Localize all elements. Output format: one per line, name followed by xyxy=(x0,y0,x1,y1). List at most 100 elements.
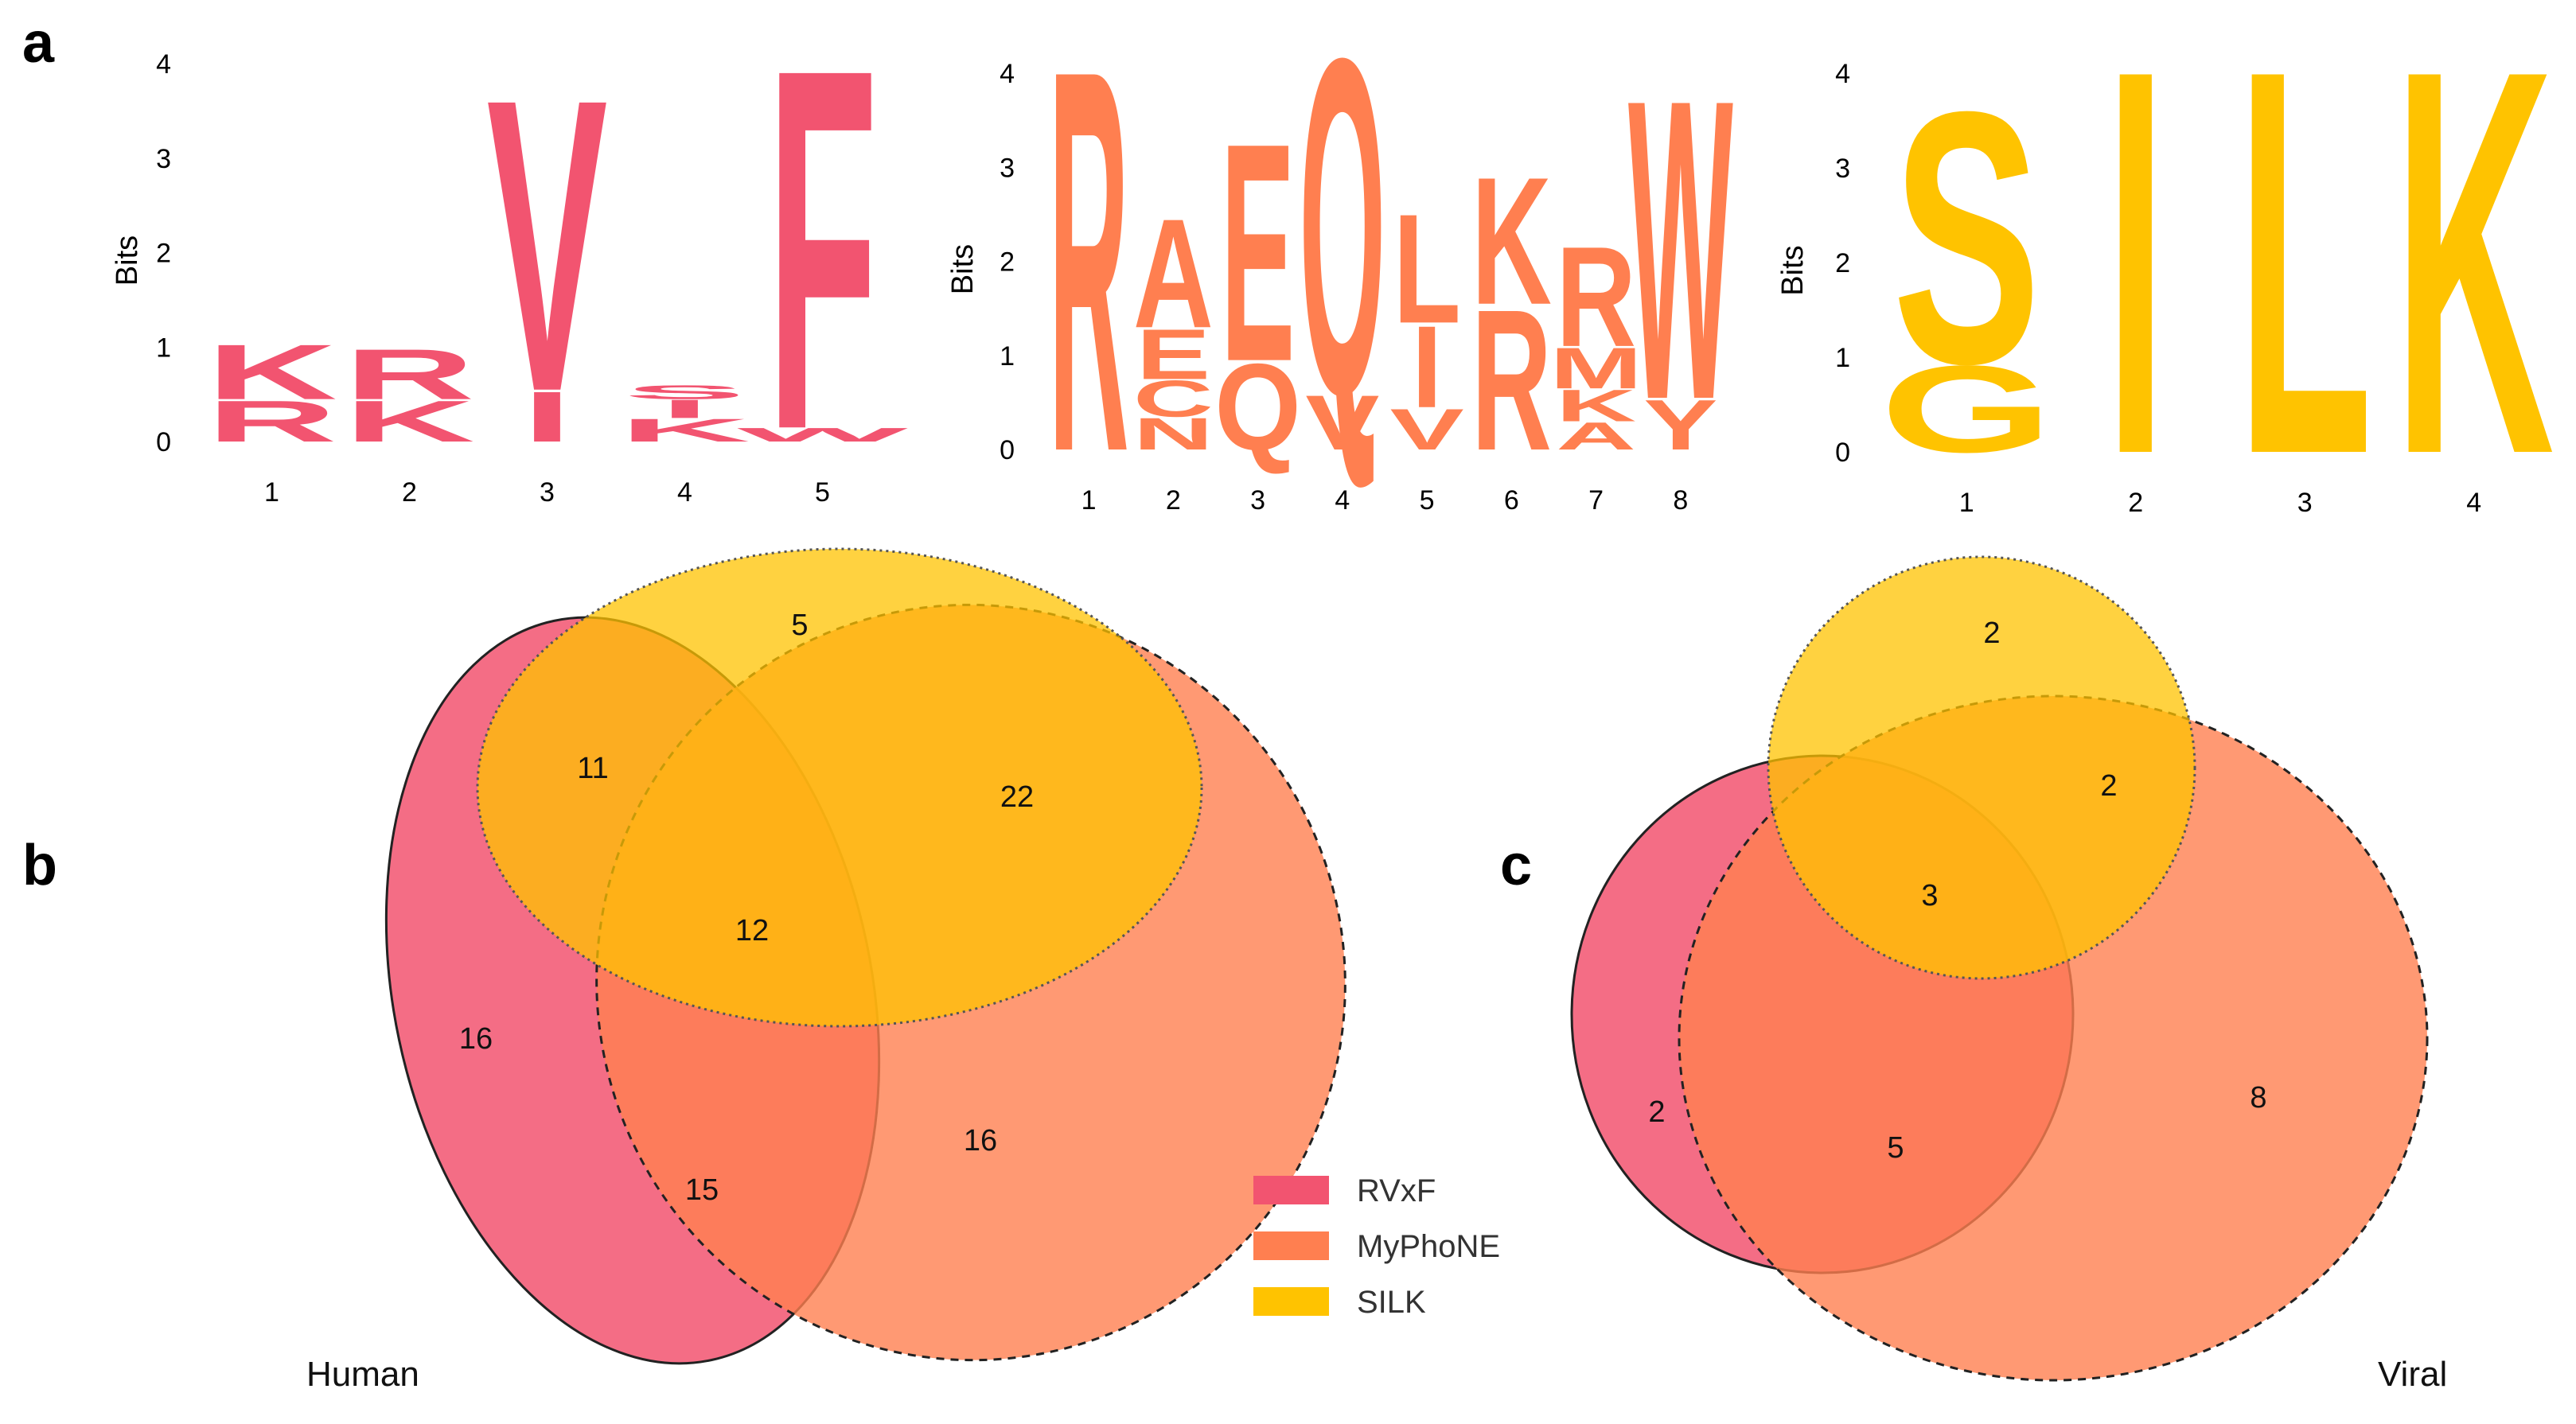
logo-3-xtick-label: 3 xyxy=(2297,488,2313,518)
legend-swatch-silk xyxy=(1253,1287,1329,1316)
logo-2-letter-r: R xyxy=(1471,268,1552,492)
venn-human-rvxf-silk: 11 xyxy=(577,752,608,785)
venn-human-myphone-only: 16 xyxy=(964,1124,997,1157)
venn-viral-myphone-only: 8 xyxy=(2250,1081,2266,1115)
logo-2-xtick-label: 5 xyxy=(1420,485,1435,516)
logo-3-letter-k: K xyxy=(2394,0,2555,569)
logo-2-letter-q: Q xyxy=(1214,338,1301,476)
logo-1-ytick-label: 3 xyxy=(156,144,171,174)
logo-2-letter-a: A xyxy=(1556,414,1636,458)
logo-1-ytick-label: 2 xyxy=(156,239,171,269)
panel-letter-b: b xyxy=(22,834,57,897)
logo-2-letter-m: M xyxy=(1549,336,1642,401)
logo-1-xtick-label: 1 xyxy=(264,477,279,508)
logo-2-letter-e: E xyxy=(1136,314,1210,394)
logo-1-letter-k: K xyxy=(206,329,337,416)
logo-2-letter-r: R xyxy=(1049,0,1129,566)
logo-1-letter-w: W xyxy=(737,424,908,445)
venn-viral-rvxf-only: 2 xyxy=(1648,1095,1665,1129)
logo-3-ytick-label: 1 xyxy=(1835,343,1850,373)
logo-2-xtick-label: 1 xyxy=(1081,485,1097,516)
logo-2-xtick-label: 6 xyxy=(1504,485,1519,516)
logo-1-letter-i: I xyxy=(660,395,710,424)
logo-2-letter-v: V xyxy=(1390,397,1464,462)
venn-human: 5 11 22 12 16 15 16 Human xyxy=(306,547,1346,1394)
logo-2-letter-l: L xyxy=(1393,182,1460,356)
logo-3-ytick-label: 2 xyxy=(1835,248,1850,278)
logo-1-xtick-label: 5 xyxy=(815,477,830,508)
logo-2-xtick-label: 3 xyxy=(1250,485,1265,516)
venn-viral-silk-circle xyxy=(1767,555,2196,980)
logo-1-letter-i: I xyxy=(522,376,572,457)
panel-letter-c: c xyxy=(1500,834,1532,897)
logo-1-ytick-label: 4 xyxy=(156,49,171,80)
logo-3-ytick-label: 0 xyxy=(1835,438,1850,468)
venn-human-rvxf-myphone: 15 xyxy=(685,1173,719,1207)
venn-human-silk-circle xyxy=(476,547,1203,1028)
logo-1-letter-v: V xyxy=(487,12,609,478)
logo-2-letter-r: R xyxy=(1556,217,1636,377)
legend-swatch-myphone xyxy=(1253,1231,1329,1260)
venn-human-rvxf-only: 16 xyxy=(459,1022,493,1056)
logo-1-xtick-label: 3 xyxy=(540,477,555,508)
logo-2-letter-q: Q xyxy=(1300,0,1386,495)
logo-1-xtick-label: 2 xyxy=(402,477,417,508)
logo-2-ytick-label: 0 xyxy=(1000,435,1015,465)
logo-3-letter-g: G xyxy=(1880,340,2053,478)
logo-1-xtick-label: 4 xyxy=(677,477,692,508)
logo-2-ytick-label: 4 xyxy=(1000,59,1015,89)
logo-3-ylabel: Bits xyxy=(1776,245,1810,295)
legend-swatch-rvxf xyxy=(1253,1176,1329,1204)
legend-label-rvxf: RVxF xyxy=(1357,1173,1436,1208)
logo-2-letter-v: V xyxy=(1305,379,1379,466)
venn-human-all-three: 12 xyxy=(735,914,769,947)
venn-viral-label: Viral xyxy=(2378,1355,2447,1394)
logo-3-letter-l: L xyxy=(2237,0,2373,569)
logo-1-letter-k: K xyxy=(344,388,474,453)
logo-2-letter-c: C xyxy=(1133,370,1214,428)
logo-1-letter-r: R xyxy=(344,334,474,414)
logo-2-letter-a: A xyxy=(1133,187,1214,361)
venn-human-myphone-silk: 22 xyxy=(1000,780,1034,814)
logo-1-letter-f: F xyxy=(767,0,878,537)
logo-3-ytick-label: 4 xyxy=(1835,59,1850,89)
logo-2-xtick-label: 2 xyxy=(1166,485,1181,516)
logo-3-letter-i: I xyxy=(2105,0,2167,569)
logo-3-xtick-label: 1 xyxy=(1959,488,1974,518)
logo-1-ylabel: Bits xyxy=(111,235,144,286)
logo-2-letter-e: E xyxy=(1221,80,1295,427)
venn-viral-silk-only: 2 xyxy=(1983,617,2000,650)
logo-3-xtick-label: 4 xyxy=(2466,488,2481,518)
logo-2-ytick-label: 3 xyxy=(1000,153,1015,183)
logo-2-letter-k: K xyxy=(1471,141,1552,344)
legend-label-myphone: MyPhoNE xyxy=(1357,1229,1500,1264)
logo-1-letter-r: R xyxy=(206,388,337,453)
logo-2-xtick-label: 7 xyxy=(1588,485,1604,516)
logo-1-ytick-label: 0 xyxy=(156,427,171,457)
logo-1-letter-k: K xyxy=(619,412,750,449)
logo-2-letter-n: N xyxy=(1133,408,1214,459)
logo-3-ytick-label: 3 xyxy=(1835,154,1850,184)
logo-2-ytick-label: 2 xyxy=(1000,247,1015,278)
logo-3-letter-s: S xyxy=(1892,37,2040,438)
venn-human-silk-only: 5 xyxy=(791,609,808,642)
legend: RVxF MyPhoNE SILK xyxy=(1253,1173,1500,1320)
logo-2-ylabel: Bits xyxy=(946,244,980,294)
logo-2-letter-w: W xyxy=(1628,11,1734,489)
venn-viral-myphone-silk: 2 xyxy=(2100,769,2117,803)
panel-letter-a: a xyxy=(22,11,55,75)
logo-2-letter-k: K xyxy=(1556,380,1636,431)
venn-viral: 2 2 3 2 5 8 Viral xyxy=(1570,555,2447,1394)
logo-2-letter-y: Y xyxy=(1643,385,1717,465)
logo-2-ytick-label: 1 xyxy=(1000,341,1015,372)
logo-1-ytick-label: 1 xyxy=(156,333,171,363)
venn-viral-rvxf-myphone: 5 xyxy=(1887,1131,1904,1165)
logo-2-letter-i: I xyxy=(1412,302,1443,433)
venn-human-label: Human xyxy=(306,1355,419,1394)
venn-viral-all-three: 3 xyxy=(1921,879,1938,912)
logo-1-letter-s: S xyxy=(625,382,746,403)
